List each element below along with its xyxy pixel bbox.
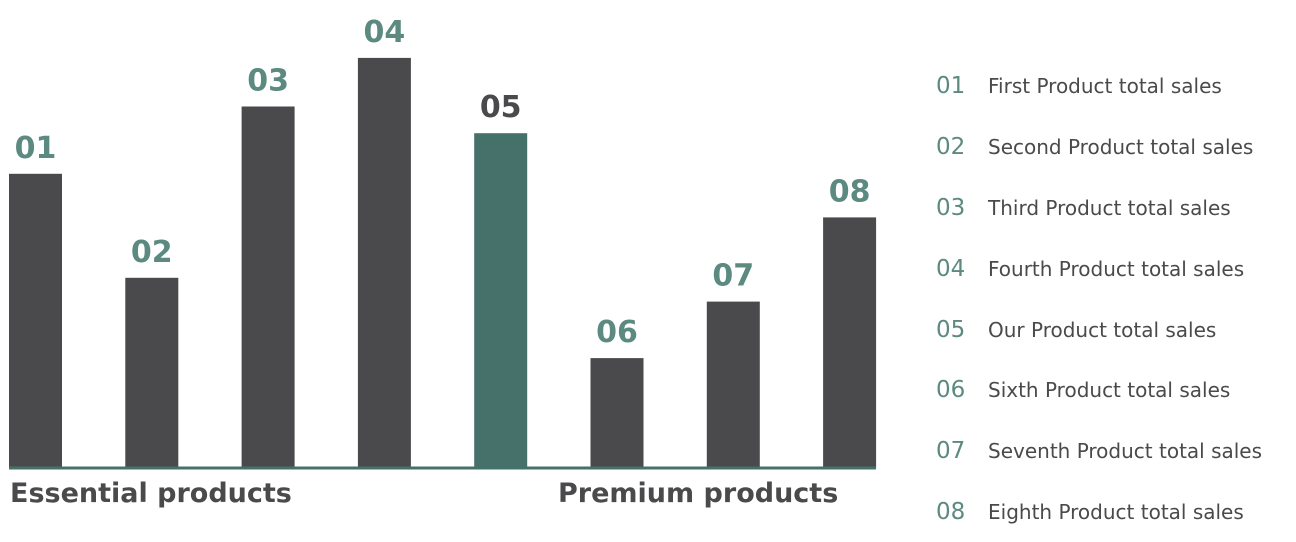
bar-label-03: 03 <box>247 64 289 99</box>
bar-label-08: 08 <box>829 174 871 209</box>
legend-item-02: 02 Second Product total sales <box>936 117 1292 178</box>
legend-number: 03 <box>936 194 966 221</box>
bar-label-04: 04 <box>364 15 406 50</box>
legend-item-08: 08 Eighth Product total sales <box>936 482 1292 542</box>
bar-02 <box>125 277 179 468</box>
legend-label: First Product total sales <box>988 74 1222 99</box>
bar-label-01: 01 <box>15 131 57 166</box>
bar-label-06: 06 <box>596 315 638 350</box>
legend-item-05: 05 Our Product total sales <box>936 299 1292 360</box>
legend-number: 04 <box>936 255 966 282</box>
legend-label: Fourth Product total sales <box>988 256 1245 281</box>
legend-label: Sixth Product total sales <box>988 378 1231 403</box>
legend-number: 06 <box>936 377 966 404</box>
bar-05 <box>474 133 528 468</box>
legend: 01 First Product total sales 02 Second P… <box>936 56 1292 542</box>
legend-number: 08 <box>936 498 966 525</box>
bar-07 <box>706 301 760 468</box>
legend-number: 05 <box>936 316 966 343</box>
bar-01 <box>9 173 62 469</box>
legend-number: 01 <box>936 73 966 100</box>
bar-label-02: 02 <box>131 235 173 270</box>
bar-03 <box>241 106 295 468</box>
legend-label: Third Product total sales <box>988 195 1231 220</box>
legend-item-01: 01 First Product total sales <box>936 56 1292 117</box>
legend-item-04: 04 Fourth Product total sales <box>936 238 1292 299</box>
legend-label: Eighth Product total sales <box>988 499 1244 524</box>
legend-number: 07 <box>936 438 966 465</box>
bar-06 <box>590 358 644 468</box>
legend-number: 02 <box>936 134 966 161</box>
legend-item-06: 06 Sixth Product total sales <box>936 360 1292 421</box>
legend-item-03: 03 Third Product total sales <box>936 178 1292 239</box>
bar-label-07: 07 <box>712 259 754 294</box>
legend-item-07: 07 Seventh Product total sales <box>936 421 1292 482</box>
bar-label-05: 05 <box>480 90 522 125</box>
legend-label: Seventh Product total sales <box>988 439 1263 464</box>
group-label-essential: Essential products <box>10 478 292 509</box>
group-label-premium: Premium products <box>558 478 839 509</box>
bar-04 <box>357 57 411 469</box>
legend-label: Our Product total sales <box>988 317 1217 342</box>
bar-chart: 01 02 03 04 05 06 07 08 <box>9 15 877 470</box>
bar-08 <box>823 217 877 468</box>
legend-label: Second Product total sales <box>988 135 1254 160</box>
